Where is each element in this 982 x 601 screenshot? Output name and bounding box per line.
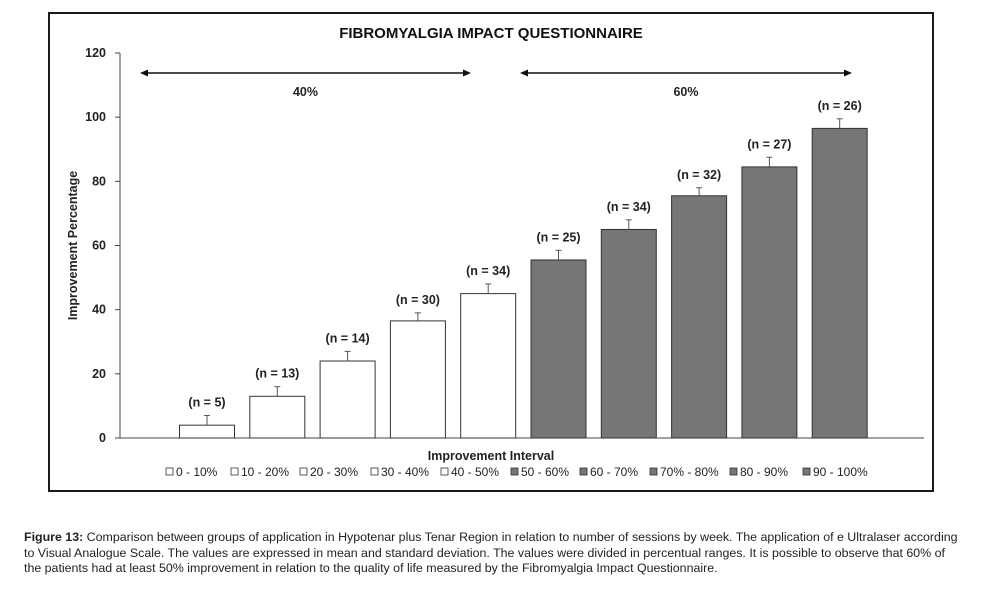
legend-swatch	[165, 467, 174, 476]
data-annotation: (n = 26)	[818, 99, 862, 113]
y-axis-label: Improvement Percentage	[66, 171, 80, 320]
chart-frame: FIBROMYALGIA IMPACT QUESTIONNAIRE 0 20 40 60…	[48, 12, 934, 492]
legend-swatch	[299, 467, 308, 476]
y-tick-label: 100	[85, 110, 106, 124]
bar	[741, 166, 798, 439]
data-annotation: (n = 34)	[607, 200, 651, 214]
data-annotation: (n = 13)	[255, 367, 299, 381]
legend-label: 90 - 100%	[813, 465, 868, 479]
bar	[389, 320, 446, 439]
y-tick-label: 80	[92, 174, 106, 188]
data-annotation: (n = 5)	[188, 396, 225, 410]
legend-swatch	[802, 467, 811, 476]
group-arrow-head-left	[520, 69, 528, 77]
legend-swatch	[440, 467, 449, 476]
group-arrow-head-right	[844, 69, 852, 77]
legend-label: 80 - 90%	[740, 465, 788, 479]
legend-swatch	[729, 467, 738, 476]
data-annotation: (n = 25)	[536, 230, 580, 244]
bar	[671, 195, 728, 439]
legend-label: 50 - 60%	[521, 465, 569, 479]
chart-title: FIBROMYALGIA IMPACT QUESTIONNAIRE	[339, 25, 643, 42]
legend-label: 20 - 30%	[310, 465, 358, 479]
legend-swatch	[230, 467, 239, 476]
x-axis-label: Improvement Interval	[428, 449, 554, 463]
caption-label: Figure 13:	[24, 530, 84, 544]
legend-label: 70% - 80%	[660, 465, 719, 479]
y-tick-label: 0	[99, 431, 106, 445]
bar	[249, 395, 306, 439]
data-annotation: (n = 14)	[326, 331, 370, 345]
data-annotation: (n = 30)	[396, 293, 440, 307]
bar-chart: FIBROMYALGIA IMPACT QUESTIONNAIRE 0 20 40 60…	[66, 25, 924, 479]
bar	[811, 127, 868, 439]
group-label: 60%	[673, 85, 698, 99]
bar	[600, 228, 657, 439]
legend-label: 0 - 10%	[176, 465, 218, 479]
group-label: 40%	[293, 85, 318, 99]
legend-label: 40 - 50%	[451, 465, 499, 479]
legend-label: 10 - 20%	[241, 465, 289, 479]
data-annotation: (n = 34)	[466, 264, 510, 278]
legend-swatch	[579, 467, 588, 476]
bar	[460, 293, 517, 439]
group-arrow-head-left	[140, 69, 148, 77]
bar	[530, 259, 587, 439]
y-tick-label: 20	[92, 367, 106, 381]
group-arrow-head-right	[463, 69, 471, 77]
legend-swatch	[649, 467, 658, 476]
y-tick-label: 40	[92, 303, 106, 317]
legend-label: 30 - 40%	[381, 465, 429, 479]
caption-text: Comparison between groups of application…	[24, 530, 958, 575]
y-tick-label: 60	[92, 239, 106, 253]
bar	[179, 424, 235, 439]
data-annotation: (n = 27)	[747, 137, 791, 151]
legend-swatch	[370, 467, 379, 476]
bar	[319, 360, 376, 439]
figure-caption: Figure 13: Comparison between groups of …	[24, 530, 964, 577]
y-tick-label: 120	[85, 46, 106, 60]
data-annotation: (n = 32)	[677, 168, 721, 182]
legend-label: 60 - 70%	[590, 465, 638, 479]
legend-swatch	[510, 467, 519, 476]
